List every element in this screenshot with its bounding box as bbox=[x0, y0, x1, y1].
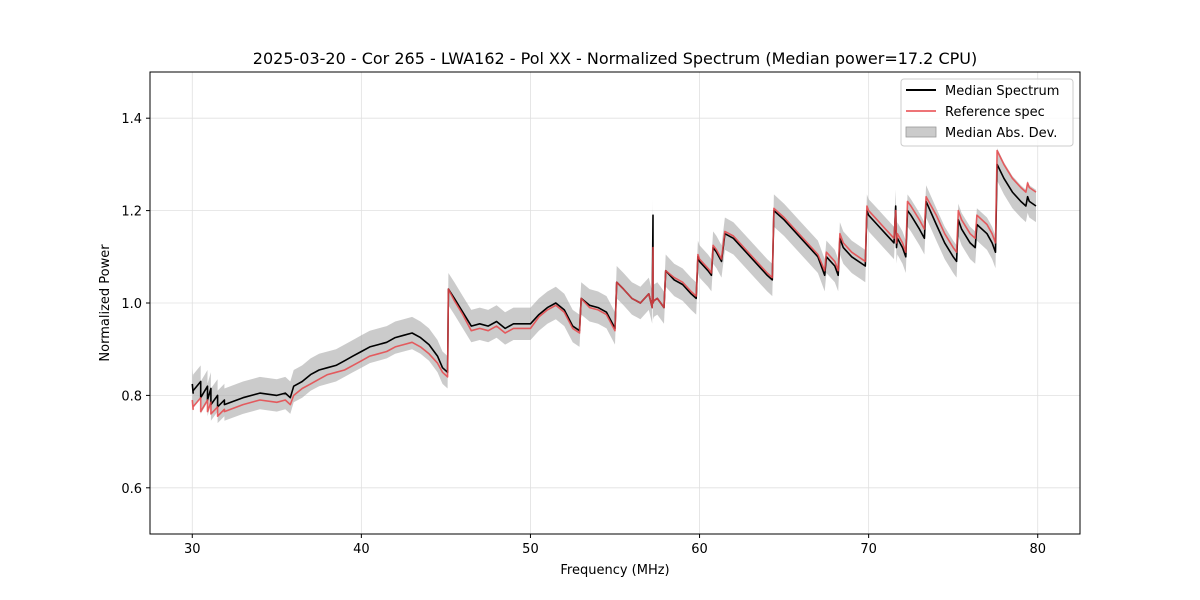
y-axis-label: Normalized Power bbox=[98, 244, 113, 362]
legend-median-label: Median Spectrum bbox=[945, 84, 1059, 99]
ticks: 30 40 50 60 70 80 0.6 0.8 1.0 1.2 1.4 bbox=[121, 112, 1046, 557]
chart-title: 2025-03-20 - Cor 265 - LWA162 - Pol XX -… bbox=[253, 49, 977, 68]
y-tick-label: 0.8 bbox=[121, 389, 142, 404]
y-tick-label: 1.2 bbox=[121, 205, 142, 220]
legend: Median Spectrum Reference spec Median Ab… bbox=[900, 78, 1074, 147]
y-tick-label: 1.4 bbox=[121, 112, 142, 127]
x-tick-label: 80 bbox=[1029, 542, 1046, 557]
legend-mad-label: Median Abs. Dev. bbox=[945, 126, 1057, 141]
x-tick-label: 70 bbox=[860, 542, 877, 557]
y-tick-label: 1.0 bbox=[121, 297, 142, 312]
x-tick-label: 50 bbox=[522, 542, 539, 557]
x-axis-label: Frequency (MHz) bbox=[560, 563, 669, 578]
y-tick-label: 0.6 bbox=[121, 482, 142, 497]
legend-box bbox=[900, 78, 1074, 147]
x-tick-label: 40 bbox=[353, 542, 370, 557]
reference-spectrum-line bbox=[191, 149, 1037, 418]
legend-reference-label: Reference spec bbox=[945, 105, 1045, 120]
x-tick-label: 30 bbox=[184, 542, 201, 557]
legend-mad-swatch bbox=[905, 126, 937, 138]
line-layer bbox=[191, 149, 1037, 418]
x-tick-label: 60 bbox=[691, 542, 708, 557]
